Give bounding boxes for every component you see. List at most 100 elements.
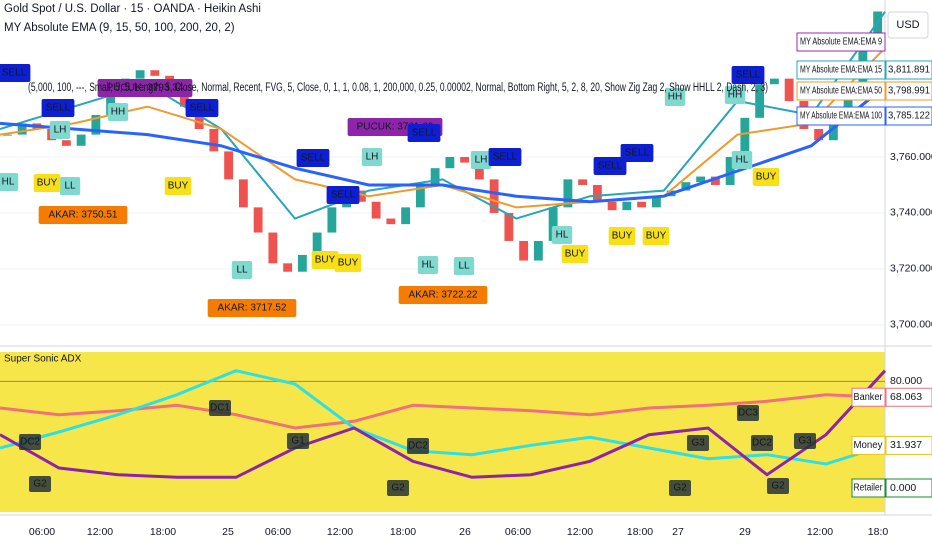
signal-label: HL xyxy=(736,155,749,166)
signal-label: HL xyxy=(2,177,15,188)
candle xyxy=(327,207,337,233)
x-tick-label: 18:00 xyxy=(150,526,176,538)
signal-box xyxy=(207,299,297,317)
signal-box xyxy=(38,206,128,224)
signal-box xyxy=(752,168,780,186)
cross-label: G2 xyxy=(673,483,687,494)
signal-box xyxy=(97,79,193,97)
signal-box xyxy=(33,174,61,192)
x-tick-label: 18:00 xyxy=(390,526,416,538)
x-tick-label: 12:00 xyxy=(807,526,833,538)
candle xyxy=(445,156,455,169)
currency[interactable]: USD xyxy=(896,19,919,31)
candle xyxy=(209,129,219,152)
x-tick-label: 12:00 xyxy=(327,526,353,538)
cross-label: G2 xyxy=(771,481,785,492)
signal-box xyxy=(731,151,753,169)
x-tick-label: 06:00 xyxy=(265,526,291,538)
signal-label: BUY xyxy=(565,249,586,260)
signal-box xyxy=(326,186,360,204)
signal-box xyxy=(296,149,330,167)
signal-label: BUY xyxy=(338,258,359,269)
cross-label: G2 xyxy=(33,479,47,490)
legend-tag xyxy=(796,32,886,52)
signal-label: SELL xyxy=(301,153,326,164)
cross-box xyxy=(407,438,429,454)
candle xyxy=(681,182,691,191)
cross-box xyxy=(669,480,691,496)
candle xyxy=(651,196,661,208)
signal-box xyxy=(231,261,253,279)
signal-box xyxy=(407,124,441,142)
cross-label: G1 xyxy=(291,436,305,447)
candle xyxy=(843,87,853,116)
indicator-title: Super Sonic ADX xyxy=(4,354,82,365)
candle xyxy=(710,176,720,185)
candle xyxy=(873,11,883,46)
signal-label: AKAR: 3750.51 xyxy=(49,210,118,221)
cross-box xyxy=(767,478,789,494)
candle xyxy=(533,240,543,261)
x-tick-label: 18:0 xyxy=(868,526,889,538)
y-tick-label: 3,740.000 xyxy=(890,207,932,219)
candle xyxy=(563,179,573,208)
name-label: Money xyxy=(854,440,883,451)
candle xyxy=(238,179,248,208)
indicator-line xyxy=(0,369,886,466)
signal-label: SELL xyxy=(598,161,623,172)
candle xyxy=(135,70,145,79)
indicator-background xyxy=(0,352,885,512)
value-label: 0.000 xyxy=(890,482,916,494)
candle xyxy=(194,106,204,130)
signal-box xyxy=(185,99,219,117)
signal-label: AKAR: 3722.22 xyxy=(409,290,478,301)
signal-box xyxy=(561,245,589,263)
legend-name: MY Absolute EMA:EMA 9 xyxy=(800,37,882,48)
candle xyxy=(784,78,794,102)
legend-name: MY Absolute EMA:EMA 15 xyxy=(800,65,882,76)
cross-label: DC1 xyxy=(210,403,230,414)
candle xyxy=(814,129,824,141)
cross-box xyxy=(687,435,709,451)
x-tick-label: 25 xyxy=(222,526,234,538)
x-tick-label: 27 xyxy=(672,526,684,538)
signal-box xyxy=(664,88,686,106)
signal-label: PUCUK: 3761.69 xyxy=(357,122,434,133)
currency-box[interactable] xyxy=(887,11,929,39)
signal-label: LL xyxy=(236,265,248,276)
signal-label: BUY xyxy=(646,231,667,242)
signal-box xyxy=(642,227,670,245)
name-tag xyxy=(851,478,886,498)
candle xyxy=(489,179,499,213)
cross-label: G3 xyxy=(691,438,705,449)
signal-label: HH xyxy=(668,92,682,103)
signal-label: BUY xyxy=(315,255,336,266)
signal-label: SELL xyxy=(2,68,27,79)
signal-box xyxy=(417,256,439,274)
cross-box xyxy=(209,400,231,416)
value-tag xyxy=(885,478,932,498)
candle xyxy=(578,179,588,185)
cross-label: DC2 xyxy=(752,438,772,449)
candle xyxy=(755,84,765,118)
y-tick-label: 3,760.000 xyxy=(890,151,932,163)
cross-box xyxy=(19,434,41,450)
signal-label: BUY xyxy=(37,178,58,189)
price-tag xyxy=(885,81,932,101)
cross-label: DC2 xyxy=(408,441,428,452)
x-tick-label: 26 xyxy=(459,526,471,538)
y-tick-label: 3,720.000 xyxy=(890,263,932,275)
candle xyxy=(371,201,381,219)
x-tick-label: 06:00 xyxy=(29,526,55,538)
signal-label: SELL xyxy=(493,152,518,163)
candle xyxy=(622,201,632,211)
signal-label: LL xyxy=(458,261,470,272)
candle xyxy=(61,140,71,146)
signal-label: PUCUK: 3793.34 xyxy=(107,83,184,94)
y-tick-label: 80.000 xyxy=(890,375,922,387)
cross-label: DC3 xyxy=(738,408,758,419)
signal-box xyxy=(0,173,19,191)
ema-line xyxy=(0,85,886,204)
signal-box xyxy=(551,226,573,244)
